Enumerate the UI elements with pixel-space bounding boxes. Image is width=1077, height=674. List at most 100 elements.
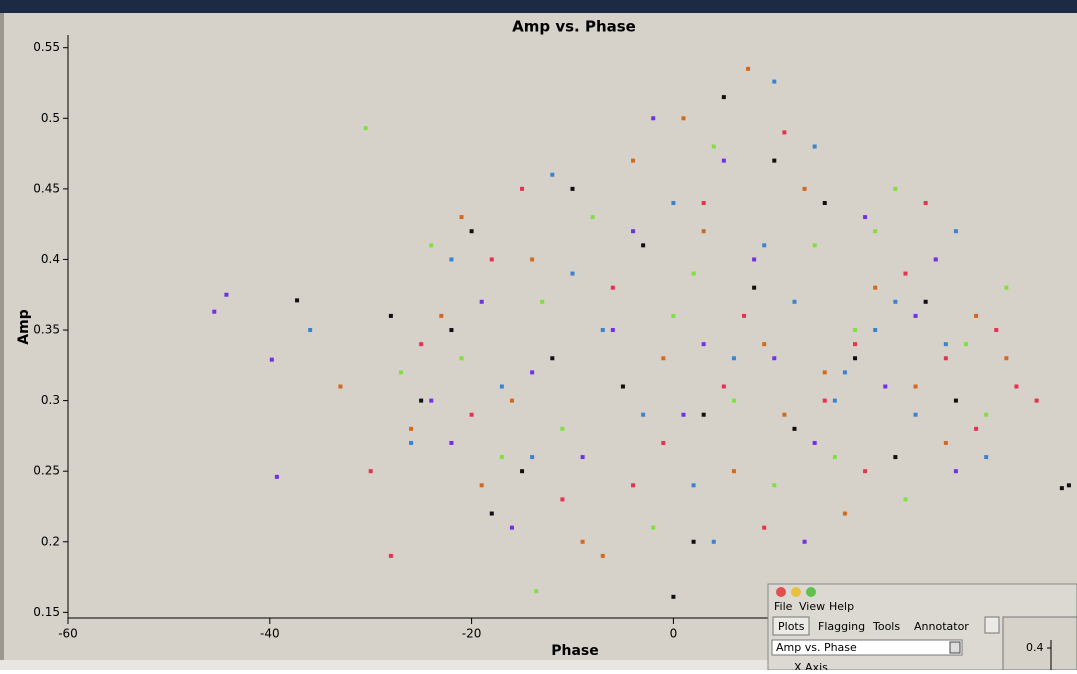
point <box>822 370 827 375</box>
window-border <box>0 13 4 660</box>
point <box>842 370 847 375</box>
point <box>984 412 989 417</box>
point <box>530 257 535 262</box>
point <box>873 328 878 333</box>
point <box>863 215 868 220</box>
point <box>388 313 393 318</box>
tab-active[interactable] <box>772 616 810 636</box>
point <box>224 292 229 297</box>
point <box>641 243 646 248</box>
close-button[interactable] <box>776 587 786 597</box>
point <box>953 229 958 234</box>
point <box>419 342 424 347</box>
point <box>1059 486 1064 491</box>
point <box>610 328 615 333</box>
point <box>711 539 716 544</box>
y-tick-label: 0.15 <box>33 605 60 619</box>
y-tick-label: 0.55 <box>33 40 60 54</box>
point <box>671 313 676 318</box>
point <box>752 257 757 262</box>
point <box>499 455 504 460</box>
point <box>701 229 706 234</box>
maximize-button[interactable] <box>806 587 816 597</box>
point <box>964 342 969 347</box>
point <box>459 356 464 361</box>
point <box>893 186 898 191</box>
point <box>731 398 736 403</box>
point <box>671 594 676 599</box>
point <box>530 370 535 375</box>
tab[interactable]: Tools <box>872 620 900 633</box>
dropdown-arrow[interactable] <box>949 641 961 654</box>
point <box>974 313 979 318</box>
minimize-button[interactable] <box>791 587 801 597</box>
point <box>363 126 368 131</box>
menu-item[interactable]: File <box>774 600 793 613</box>
point <box>580 455 585 460</box>
point <box>520 469 525 474</box>
point <box>671 200 676 205</box>
point <box>853 342 858 347</box>
point <box>459 215 464 220</box>
y-tick-label: 0.3 <box>41 393 60 407</box>
point <box>772 158 777 163</box>
point <box>772 356 777 361</box>
point <box>661 356 666 361</box>
point <box>469 412 474 417</box>
dropdown-text[interactable]: Amp vs. Phase <box>776 641 857 654</box>
point <box>590 215 595 220</box>
plot: 0.15 0.2 0.25 0.3 0.35 0.4 0.45 0.5 0.55 -60 -40 -2… <box>33 35 1077 641</box>
point <box>721 158 726 163</box>
point <box>631 158 636 163</box>
point <box>274 474 279 479</box>
point <box>600 328 605 333</box>
point <box>449 257 454 262</box>
point <box>681 412 686 417</box>
point <box>631 483 636 488</box>
point <box>721 95 726 100</box>
point <box>923 299 928 304</box>
tab[interactable]: Plots <box>778 620 805 633</box>
section-label[interactable]: X Axis <box>794 661 828 674</box>
x-tick-label: -40 <box>260 627 280 641</box>
taskbar <box>0 660 768 670</box>
y-tick-label: 0.2 <box>41 534 60 548</box>
point <box>570 186 575 191</box>
point <box>212 309 217 314</box>
point <box>534 589 539 594</box>
point <box>953 398 958 403</box>
point <box>620 384 625 389</box>
point <box>974 426 979 431</box>
tab[interactable]: Annotator <box>914 620 969 633</box>
point <box>550 172 555 177</box>
tab-scroll[interactable] <box>984 616 1000 634</box>
point <box>943 356 948 361</box>
point <box>873 229 878 234</box>
point <box>923 200 928 205</box>
y-tick-label: 0.45 <box>33 181 60 195</box>
point <box>913 384 918 389</box>
point <box>580 539 585 544</box>
menu-item[interactable]: Help <box>829 600 854 613</box>
point <box>479 299 484 304</box>
mini-tick-label: 0.4 <box>1026 641 1044 654</box>
point <box>540 299 545 304</box>
y-tick-label: 0.5 <box>41 111 60 125</box>
point <box>530 455 535 460</box>
point <box>1004 285 1009 290</box>
tab[interactable]: Flagging <box>818 620 865 633</box>
point <box>610 285 615 290</box>
menu-item[interactable]: View <box>799 600 825 613</box>
point <box>489 511 494 516</box>
dropdown[interactable] <box>771 639 963 656</box>
tool-window: File View Help Plots Flagging Tools Anno… <box>767 583 1077 674</box>
point <box>1014 384 1019 389</box>
point <box>520 186 525 191</box>
point <box>560 497 565 502</box>
point <box>893 455 898 460</box>
point <box>812 440 817 445</box>
point <box>550 356 555 361</box>
point <box>782 412 787 417</box>
point <box>439 313 444 318</box>
point <box>651 116 656 121</box>
